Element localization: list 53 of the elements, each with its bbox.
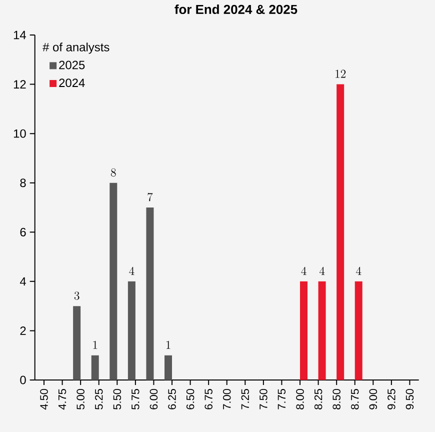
x-tick-label: 7.25: [241, 388, 250, 410]
bar: [110, 182, 118, 380]
chart-title: for End 2024 & 2025: [174, 4, 298, 14]
data-label: 4: [301, 266, 306, 275]
x-tick-label: 6.25: [168, 388, 176, 410]
bar: [73, 306, 81, 380]
y-tick-label: 12: [14, 80, 26, 88]
legend-label: 2024: [59, 78, 85, 88]
legend-label: 2025: [59, 60, 85, 70]
bar: [164, 355, 172, 380]
y-tick-label: 4: [20, 277, 26, 286]
x-tick-label: 5.00: [76, 388, 84, 410]
bar: [318, 281, 326, 380]
x-tick-label: 8.00: [296, 388, 304, 410]
data-label: 1: [166, 340, 170, 349]
bar: [336, 84, 344, 380]
data-label: 3: [74, 292, 80, 300]
data-label: 1: [93, 340, 98, 349]
y-tick-label: 6: [20, 228, 26, 236]
x-tick-label: 8.75: [350, 388, 359, 410]
data-label: 12: [336, 70, 346, 78]
data-label: 8: [110, 168, 116, 177]
bar: [300, 281, 308, 380]
x-tick-label: 9.25: [388, 388, 396, 410]
data-label: 4: [319, 266, 325, 275]
x-tick-label: 6.00: [150, 388, 158, 410]
data-label: 7: [148, 192, 153, 202]
x-tick-label: 5.50: [113, 388, 122, 410]
x-tick-label: 6.75: [204, 388, 212, 410]
legend-title: # of analysts: [42, 42, 110, 54]
bar: [128, 281, 136, 380]
x-tick-label: 9.00: [369, 388, 378, 410]
x-tick-label: 5.75: [132, 388, 140, 410]
bar: [146, 207, 154, 380]
y-tick-label: 2: [20, 326, 26, 335]
y-tick-label: 10: [14, 129, 26, 138]
bar: [354, 281, 362, 380]
x-tick-label: 7.50: [260, 388, 268, 410]
y-tick-label: 14: [14, 30, 26, 40]
y-tick-label: 0: [20, 376, 26, 384]
x-tick-label: 7.75: [278, 388, 286, 410]
data-label: 4: [356, 266, 362, 275]
x-tick-label: 6.50: [186, 388, 194, 410]
x-tick-label: 4.50: [40, 388, 48, 410]
x-tick-label: 5.25: [94, 388, 103, 410]
bar: [91, 355, 99, 380]
x-tick-label: 7.00: [222, 388, 231, 410]
x-tick-label: 4.75: [58, 388, 66, 410]
y-tick-label: 8: [20, 178, 26, 188]
x-tick-label: 9.50: [406, 388, 414, 410]
x-tick-label: 8.50: [332, 388, 340, 410]
x-tick-label: 8.25: [314, 388, 322, 410]
data-label: 4: [129, 266, 134, 275]
